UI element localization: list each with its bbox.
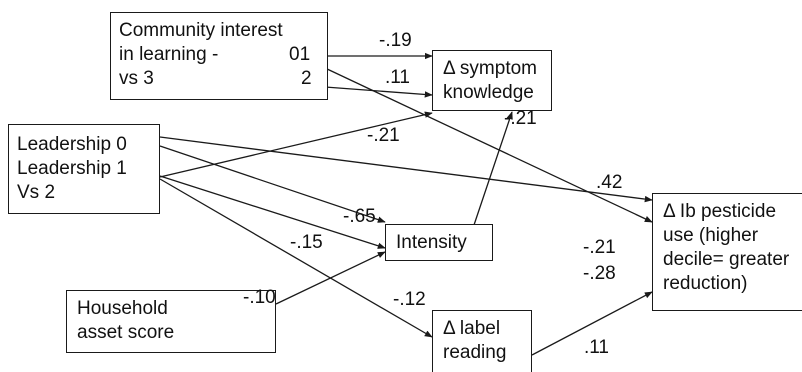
coef-leadership0-pesticide: .42 xyxy=(596,172,623,193)
symptom-line2: knowledge xyxy=(443,82,534,103)
coef-labelreading-pesticide: .11 xyxy=(584,337,610,358)
household-line2: asset score xyxy=(77,322,175,343)
leadership-line3: Vs 2 xyxy=(17,182,56,203)
coef-leadership1-intensity: -.12 xyxy=(393,289,426,310)
community-line3-text: vs 3 xyxy=(119,68,154,89)
community-line2-text: in learning - xyxy=(119,44,219,65)
pesticide-line3: decile= greater xyxy=(663,249,790,270)
coef-community01-symptom: -.19 xyxy=(379,30,412,51)
symptom-line1: Δ symptom xyxy=(443,58,537,79)
pesticide-line4: reduction) xyxy=(663,273,748,294)
leadership-line2: Leadership 1 xyxy=(17,158,127,179)
coef-leadership1-symptom: -.21 xyxy=(367,125,400,146)
node-leadership: Leadership 0 Leadership 1 Vs 2 xyxy=(8,124,160,214)
node-label-reading: Δ label reading xyxy=(432,310,532,372)
coef-intensity-symptom: -.21 xyxy=(583,237,616,258)
arrow-intensity-to-symptom xyxy=(473,111,513,226)
community-line2: in learning - 01 xyxy=(119,43,327,67)
arrow-community01-to-pesticide xyxy=(324,67,653,223)
arrow-leadership1-to-symptom xyxy=(159,111,433,178)
pesticide-line1: Δ Ib pesticide xyxy=(663,201,777,222)
node-community-interest: Community interest in learning - 01 vs 3… xyxy=(110,12,328,100)
node-symptom-knowledge: Δ symptom knowledge xyxy=(432,50,552,111)
arrow-leadership0-to-intensity xyxy=(159,145,386,223)
intensity-label: Intensity xyxy=(396,232,467,253)
arrow-labelreading-to-pesticide xyxy=(531,291,653,356)
household-line1: Household xyxy=(77,298,168,319)
node-pesticide-use: Δ Ib pesticide use (higher decile= great… xyxy=(652,193,802,311)
community-line3: vs 3 2 xyxy=(119,67,327,91)
label-reading-line1: Δ label xyxy=(443,318,501,339)
arrow-leadership0-to-pesticide xyxy=(159,136,653,203)
coef-household-intensity: -.10 xyxy=(243,287,276,308)
arrow-household-to-intensity xyxy=(275,251,386,305)
node-intensity: Intensity xyxy=(385,224,493,261)
community-line1: Community interest xyxy=(119,20,283,41)
community-code-01: 01 xyxy=(289,44,311,65)
pesticide-line2: use (higher xyxy=(663,225,759,246)
coef-leadership1-pesticide: -.28 xyxy=(583,263,616,284)
coef-leadership1-labelreading: -.15 xyxy=(290,232,323,253)
coef-leadership0-intensity: -.65 xyxy=(343,206,376,227)
arrow-leadership1-to-intensity xyxy=(159,175,386,249)
coef-community01-pesticide: -.21 xyxy=(504,108,537,129)
arrow-leadership1-to-labelreading xyxy=(159,178,433,338)
community-code-2: 2 xyxy=(301,68,312,89)
label-reading-line2: reading xyxy=(443,342,507,363)
leadership-line1: Leadership 0 xyxy=(17,134,127,155)
coef-community2-symptom: .11 xyxy=(385,67,411,88)
arrow-community2-to-symptom xyxy=(324,86,433,98)
node-household-asset: Household asset score xyxy=(66,290,276,353)
